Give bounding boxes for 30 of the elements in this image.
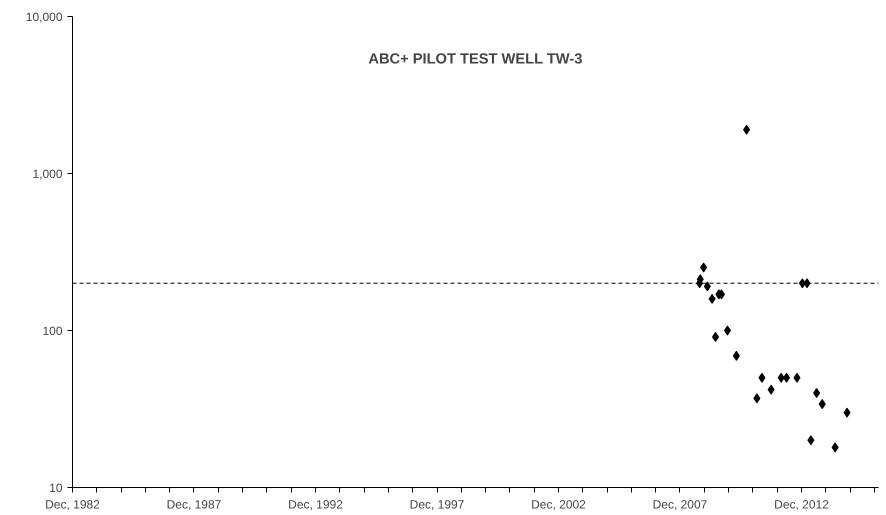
y-tick-label: 10 <box>49 481 63 495</box>
x-tick-label: Dec, 1982 <box>45 498 100 512</box>
point <box>807 435 814 446</box>
point <box>708 294 716 304</box>
point <box>768 384 775 395</box>
point <box>804 278 811 288</box>
point <box>700 262 708 272</box>
x-tick-label: Dec, 1987 <box>166 498 222 512</box>
point <box>844 408 851 418</box>
point <box>778 372 785 383</box>
x-tick-label: Dec, 1992 <box>288 498 344 512</box>
y-tick-label: 100 <box>42 324 63 338</box>
x-tick-label: Dec, 2002 <box>531 498 586 512</box>
point <box>743 124 750 135</box>
x-tick-label: Dec, 2012 <box>774 498 830 512</box>
y-tick-label: 1,000 <box>32 167 63 181</box>
x-tick-label: Dec, 1997 <box>410 498 465 512</box>
y-tick-label: 10,000 <box>26 10 63 24</box>
point <box>753 393 760 404</box>
point <box>732 350 740 361</box>
point <box>712 332 720 342</box>
point <box>832 442 839 452</box>
point <box>758 372 766 383</box>
point <box>813 388 820 398</box>
point <box>724 326 731 336</box>
point <box>783 372 790 383</box>
point <box>704 281 711 292</box>
point <box>818 399 826 410</box>
x-tick-label: Dec, 2007 <box>652 498 708 512</box>
text: ABC+ PILOT TEST WELL TW-3 <box>368 52 582 68</box>
